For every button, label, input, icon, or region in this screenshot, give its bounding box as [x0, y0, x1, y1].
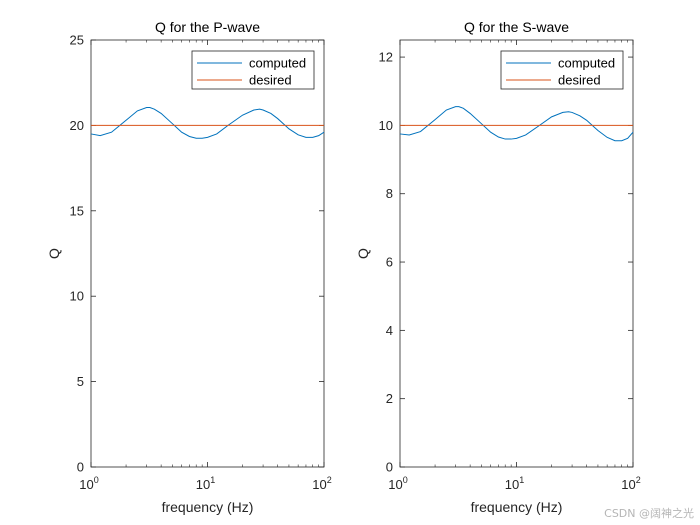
y-tick-label: 6 [386, 255, 393, 270]
y-tick-label: 25 [70, 33, 84, 48]
y-tick-label: 10 [379, 118, 393, 133]
legend-box [191, 50, 315, 90]
y-tick-label: 20 [70, 118, 84, 133]
legend-box [500, 50, 624, 90]
x-tick-label-exponent: 0 [403, 475, 408, 485]
x-tick-label: 101 [196, 475, 215, 492]
y-axis-label: Q [46, 248, 62, 259]
series-line-computed [399, 106, 634, 142]
x-axis-label: frequency (Hz) [471, 499, 563, 515]
x-tick-label-base: 10 [505, 477, 519, 492]
y-tick-label: 15 [70, 203, 84, 218]
watermark-text: CSDN @阔神之光 [604, 507, 694, 520]
x-tick-label-exponent: 1 [210, 475, 215, 485]
x-tick-label-exponent: 2 [327, 475, 332, 485]
x-tick-label: 102 [621, 475, 640, 492]
plot-area-frame [399, 39, 634, 468]
x-tick-label-base: 10 [621, 477, 635, 492]
x-tick-label-exponent: 1 [519, 475, 524, 485]
legend-label: desired [249, 73, 292, 88]
x-tick-label-exponent: 0 [94, 475, 99, 485]
y-tick-label: 10 [70, 289, 84, 304]
x-tick-label-exponent: 2 [636, 475, 641, 485]
chart-title: Q for the S-wave [464, 19, 569, 35]
y-axis-label: Q [355, 248, 371, 259]
chart-title: Q for the P-wave [155, 19, 260, 35]
y-tick-label: 12 [379, 50, 393, 65]
legend-label: desired [558, 73, 601, 88]
y-tick-label: 0 [386, 460, 393, 475]
x-tick-label-base: 10 [388, 477, 402, 492]
series-line-computed [90, 106, 325, 139]
legend-label: computed [558, 56, 615, 71]
legend-label: computed [249, 56, 306, 71]
x-tick-label-base: 10 [79, 477, 93, 492]
x-axis-label: frequency (Hz) [162, 499, 254, 515]
y-tick-label: 0 [77, 460, 84, 475]
legend: computed desired [191, 50, 315, 90]
x-tick-label: 102 [312, 475, 331, 492]
y-tick-label: 2 [386, 391, 393, 406]
x-tick-label-base: 10 [196, 477, 210, 492]
plot-area-frame [90, 39, 325, 468]
x-tick-label: 100 [388, 475, 407, 492]
y-tick-label: 8 [386, 186, 393, 201]
x-tick-label-base: 10 [312, 477, 326, 492]
legend: computed desired [500, 50, 624, 90]
x-tick-label: 101 [505, 475, 524, 492]
y-tick-label: 4 [386, 323, 393, 338]
x-tick-label: 100 [79, 475, 98, 492]
y-tick-label: 5 [77, 374, 84, 389]
